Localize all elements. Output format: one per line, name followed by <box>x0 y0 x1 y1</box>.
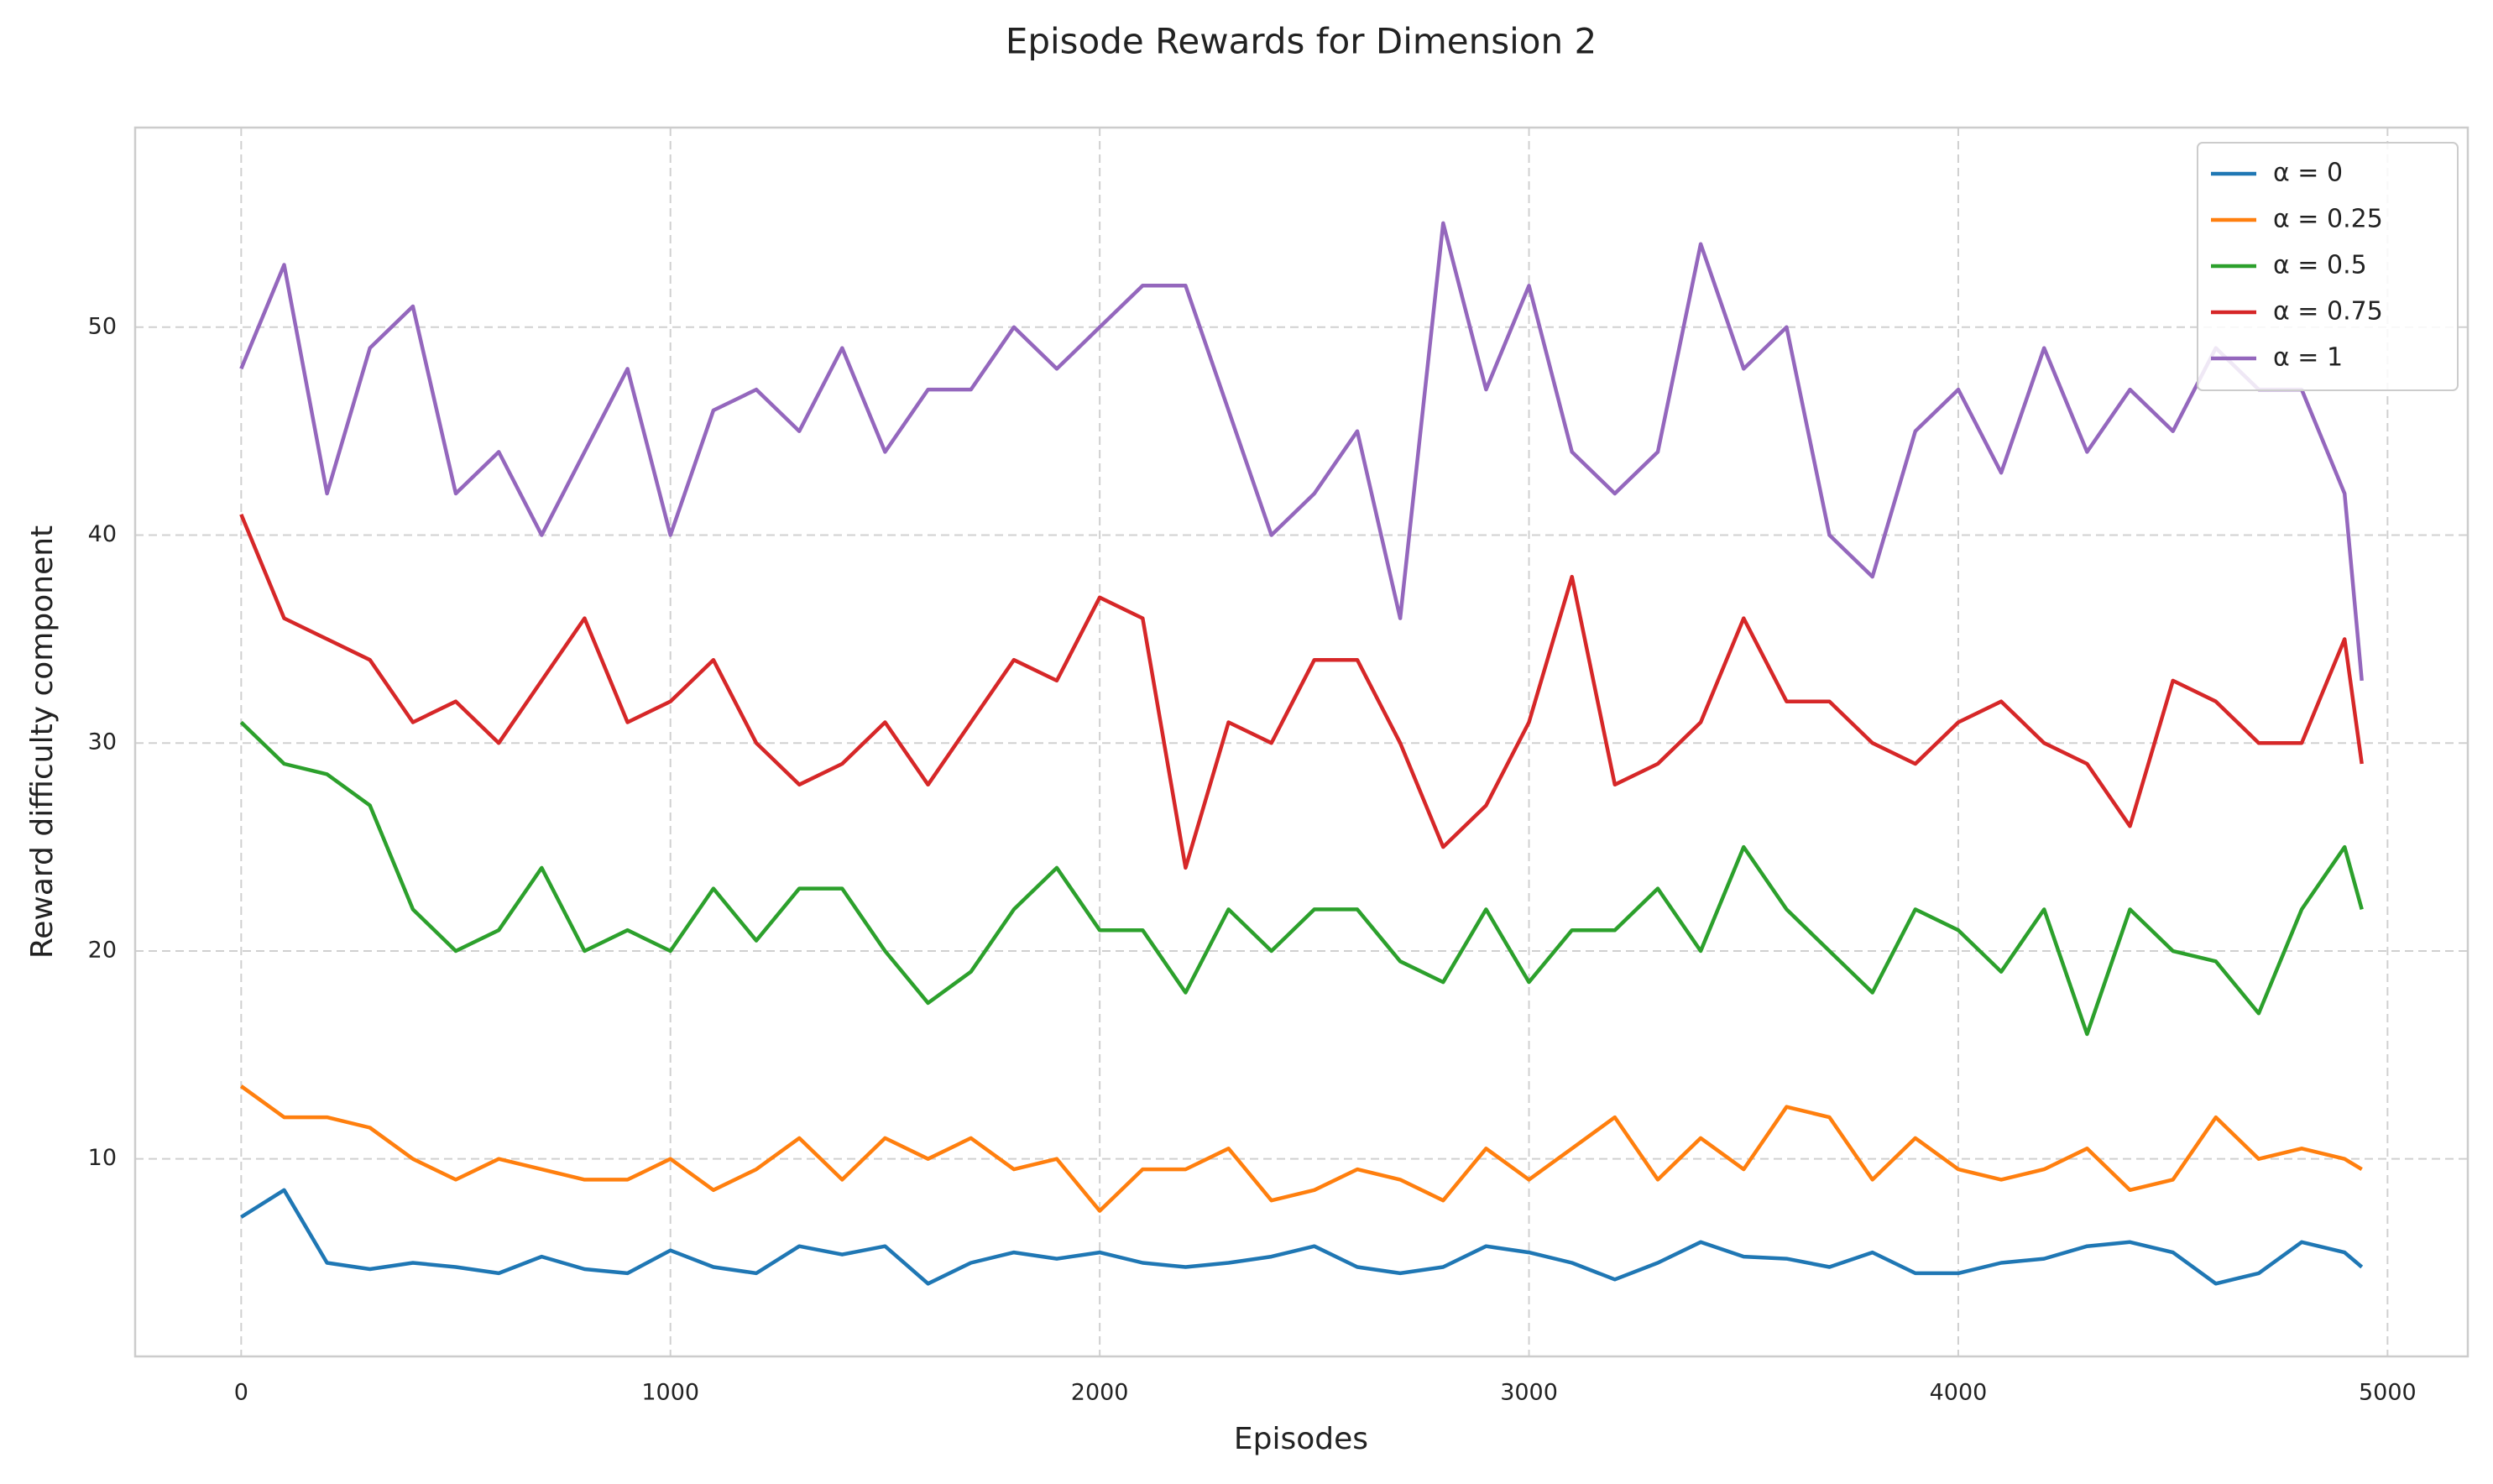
legend-label: α = 0.75 <box>2273 297 2383 327</box>
legend-frame <box>2197 142 2459 391</box>
series-line <box>240 1188 2364 1286</box>
legend-label: α = 0.25 <box>2273 205 2383 234</box>
y-axis-label: Reward difficulty component <box>25 525 60 959</box>
y-tick-label: 20 <box>88 937 117 963</box>
y-tick-label: 30 <box>88 729 117 755</box>
x-axis-label: Episodes <box>1234 1422 1368 1456</box>
x-tick-label: 1000 <box>641 1380 699 1406</box>
legend-label: α = 0 <box>2273 159 2343 188</box>
x-tick-label: 3000 <box>1500 1380 1558 1406</box>
legend-label: α = 1 <box>2273 343 2343 373</box>
series-line <box>239 221 2364 682</box>
legend-label: α = 0.5 <box>2273 251 2367 280</box>
x-tick-label: 5000 <box>2359 1380 2417 1406</box>
x-tick-label: 2000 <box>1071 1380 1129 1406</box>
series-line <box>239 720 2364 1037</box>
series-line <box>239 1084 2363 1213</box>
legend: α = 0 α = 0.25 α = 0.5 α = 0.75 α = 1 <box>2197 142 2459 391</box>
y-tick-label: 10 <box>88 1145 117 1171</box>
x-tick-label: 0 <box>234 1380 248 1406</box>
series-line <box>239 513 2364 870</box>
x-tick-label: 4000 <box>1930 1380 1988 1406</box>
y-tick-label: 40 <box>88 521 117 547</box>
y-tick-label: 50 <box>88 313 117 339</box>
plot-frame <box>133 126 2469 1358</box>
chart-title: Episode Rewards for Dimension 2 <box>1006 21 1597 62</box>
